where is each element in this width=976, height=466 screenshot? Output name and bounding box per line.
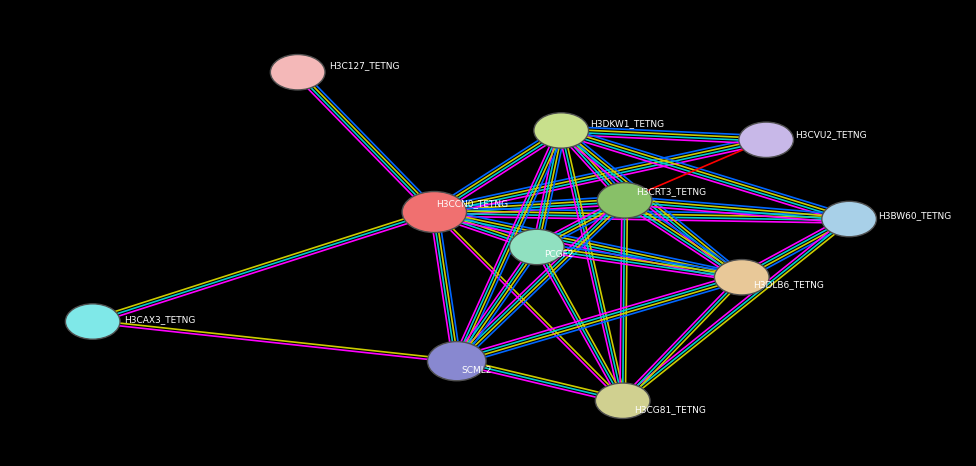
Text: H3CCN0_TETNG: H3CCN0_TETNG (436, 199, 508, 208)
Text: H3CG81_TETNG: H3CG81_TETNG (634, 405, 707, 415)
Ellipse shape (714, 260, 769, 295)
Text: H3DLB6_TETNG: H3DLB6_TETNG (753, 280, 825, 289)
Ellipse shape (509, 229, 564, 265)
Text: H3DKW1_TETNG: H3DKW1_TETNG (590, 119, 665, 128)
Ellipse shape (739, 122, 793, 158)
Ellipse shape (595, 383, 650, 418)
Ellipse shape (402, 192, 467, 233)
Text: H3BW60_TETNG: H3BW60_TETNG (878, 211, 952, 220)
Ellipse shape (597, 183, 652, 218)
Text: H3CAX3_TETNG: H3CAX3_TETNG (124, 315, 195, 324)
Ellipse shape (534, 113, 589, 148)
Ellipse shape (65, 304, 120, 339)
Text: H3CRT3_TETNG: H3CRT3_TETNG (636, 187, 707, 197)
Ellipse shape (270, 55, 325, 90)
Text: SCML2: SCML2 (462, 366, 492, 375)
Text: H3C127_TETNG: H3C127_TETNG (329, 61, 399, 70)
Text: PCGF2: PCGF2 (545, 250, 574, 259)
Ellipse shape (427, 342, 486, 381)
Ellipse shape (822, 201, 876, 237)
Text: H3CVU2_TETNG: H3CVU2_TETNG (795, 130, 867, 139)
